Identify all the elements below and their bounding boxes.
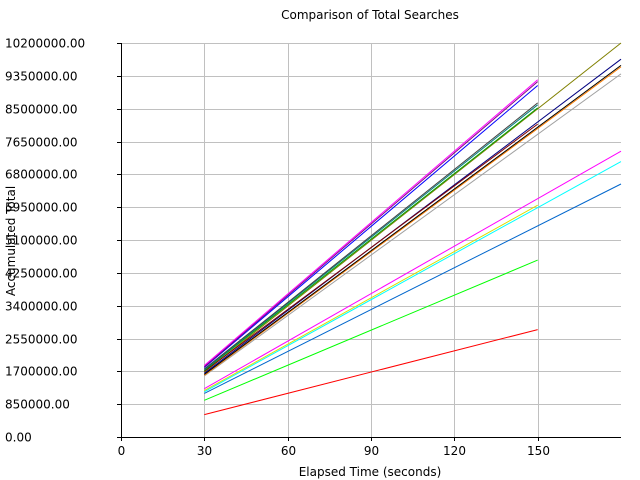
x-tick-label: 150 — [527, 444, 550, 458]
series-line-14 — [203, 104, 539, 371]
y-tick-label: 8500000.00 — [5, 103, 78, 117]
series-line-18 — [203, 79, 539, 366]
y-tick-label: 6800000.00 — [5, 168, 78, 182]
y-tick-label: 1700000.00 — [5, 365, 78, 379]
series-line-17 — [203, 81, 539, 368]
y-tick-label: 4250000.00 — [5, 267, 78, 281]
chart-title: Comparison of Total Searches — [281, 8, 459, 22]
series-line-2 — [204, 259, 538, 401]
y-tick-label: 10200000.00 — [5, 37, 85, 51]
y-tick-label: 2550000.00 — [5, 333, 78, 347]
y-tick-label: 7650000.00 — [5, 136, 78, 150]
y-tick-label: 9350000.00 — [5, 70, 78, 84]
x-tick-label: 90 — [364, 444, 379, 458]
x-tick-label: 0 — [118, 444, 126, 458]
series-line-6 — [204, 150, 622, 390]
y-axis-title: Accumulated Total — [4, 186, 18, 296]
series-lines — [203, 42, 622, 416]
y-tick-label: 3400000.00 — [5, 300, 78, 314]
y-tick-label: 850000.00 — [5, 398, 70, 412]
y-tick-label: 5950000.00 — [5, 201, 78, 215]
series-line-8 — [204, 66, 622, 376]
series-line-11 — [203, 42, 622, 373]
y-tick-labels: 0.00 850000.00 1700000.00 2550000.00 3400000… — [5, 37, 85, 445]
series-line-4 — [204, 161, 622, 393]
x-axis-title: Elapsed Time (seconds) — [299, 465, 442, 479]
x-tick-label: 30 — [197, 444, 212, 458]
series-line-16 — [203, 85, 539, 368]
series-line-5 — [204, 204, 538, 392]
series-line-7 — [204, 73, 622, 377]
y-tick-label: 0.00 — [5, 431, 32, 445]
series-line-1 — [204, 329, 538, 416]
series-line-9 — [204, 64, 622, 375]
series-line-15 — [203, 102, 539, 370]
x-tick-label: 120 — [443, 444, 466, 458]
series-line-3 — [204, 183, 622, 394]
series-line-13 — [203, 107, 539, 371]
x-tick-label: 60 — [281, 444, 296, 458]
series-line-12 — [204, 123, 538, 372]
x-tick-labels: 0 30 60 90 120 150 — [118, 444, 550, 458]
y-tick-label: 5100000.00 — [5, 234, 78, 248]
axes — [117, 43, 621, 441]
